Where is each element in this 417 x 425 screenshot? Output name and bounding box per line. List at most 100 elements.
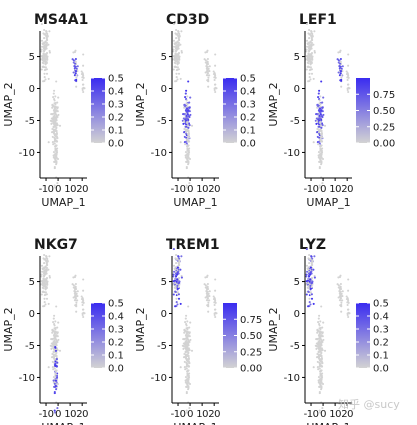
cell-point: [347, 278, 350, 281]
cell-point: [54, 113, 57, 116]
cell-point: [54, 121, 57, 124]
cell-point: [313, 30, 316, 33]
y-tick-label: -5: [25, 341, 35, 352]
y-axis-title: UMAP_2: [134, 307, 147, 351]
cell-point: [318, 333, 321, 336]
legend-colorbar: [356, 78, 370, 143]
cell-point: [175, 41, 178, 44]
y-tick-label: 5: [29, 277, 35, 288]
cell-point: [54, 349, 58, 352]
cell-point: [185, 117, 188, 120]
cell-point: [187, 80, 190, 83]
cell-point: [319, 121, 322, 124]
cell-point: [319, 354, 322, 357]
cell-point: [82, 53, 85, 56]
cell-point: [74, 285, 77, 289]
cell-point: [312, 366, 315, 369]
legend-tick-label: 0.2: [108, 113, 124, 124]
cell-point: [205, 51, 208, 54]
cell-point: [178, 32, 181, 35]
cell-point: [51, 338, 54, 341]
cell-point: [46, 32, 49, 35]
cell-point: [182, 347, 185, 350]
cell-point: [175, 72, 178, 75]
cell-point: [315, 342, 318, 345]
cell-point: [56, 335, 59, 338]
cell-point: [305, 264, 309, 267]
cell-point: [187, 351, 190, 354]
cell-point: [55, 80, 58, 83]
cell-point: [82, 315, 85, 319]
cell-point: [212, 70, 215, 73]
cell-point: [318, 314, 321, 317]
cell-point: [52, 321, 55, 324]
cell-point: [55, 148, 58, 151]
cell-point: [316, 127, 319, 131]
y-tick-label: 0: [29, 84, 35, 95]
legend-tick-label: 0.5: [108, 299, 124, 310]
cell-point: [322, 113, 325, 116]
cell-point: [317, 96, 320, 99]
cell-point: [317, 368, 320, 371]
cell-point: [172, 275, 175, 278]
cell-point: [319, 411, 322, 414]
cell-point: [46, 35, 49, 38]
cell-point: [73, 299, 76, 302]
cell-point: [311, 257, 314, 260]
cell-point: [53, 382, 56, 385]
cell-point: [56, 106, 59, 109]
cell-point: [320, 140, 323, 143]
cell-point: [183, 105, 187, 108]
cell-point: [305, 50, 308, 53]
cell-point: [311, 260, 314, 263]
cell-point: [42, 285, 45, 288]
cell-point: [318, 184, 321, 187]
cell-point: [338, 276, 341, 279]
cell-point: [189, 321, 192, 324]
cell-point: [214, 53, 217, 56]
cell-point: [42, 65, 45, 68]
cell-point: [52, 379, 55, 382]
cell-point: [185, 409, 188, 412]
cell-point: [183, 141, 186, 144]
cell-point: [185, 382, 188, 385]
cell-point: [316, 113, 319, 116]
cell-point: [57, 321, 60, 324]
cell-point: [41, 270, 44, 273]
cell-point: [42, 32, 45, 35]
cell-point: [47, 141, 50, 144]
cell-point: [318, 324, 321, 327]
y-tick-label: 0: [29, 309, 35, 320]
cell-point: [206, 65, 209, 68]
cell-point: [185, 339, 188, 342]
cell-point: [320, 126, 323, 129]
cell-point: [175, 266, 178, 269]
cell-point: [321, 115, 324, 119]
legend-tick-label: 0.2: [108, 338, 124, 349]
cell-point: [175, 262, 178, 265]
cell-point: [313, 274, 316, 278]
cell-point: [55, 133, 58, 136]
cell-point: [340, 310, 343, 313]
cell-point: [172, 23, 175, 26]
cell-point: [319, 137, 322, 141]
cell-point: [307, 290, 310, 293]
y-tick-label: -5: [157, 116, 167, 127]
cell-point: [186, 137, 189, 141]
cell-point: [52, 368, 55, 371]
cell-point: [308, 297, 311, 300]
cell-point: [53, 184, 56, 187]
cell-point: [174, 80, 177, 83]
legend-tick-label: 0.25: [240, 347, 262, 358]
cell-point: [187, 334, 190, 337]
cell-point: [73, 74, 76, 77]
cell-point: [176, 287, 179, 290]
cell-point: [337, 59, 340, 62]
cell-point: [305, 23, 308, 26]
cell-point: [310, 60, 313, 64]
legend-tick-label: 0.4: [108, 87, 124, 98]
cell-point: [44, 291, 47, 294]
cell-point: [340, 76, 343, 79]
cell-point: [339, 290, 342, 293]
cell-point: [43, 76, 46, 79]
